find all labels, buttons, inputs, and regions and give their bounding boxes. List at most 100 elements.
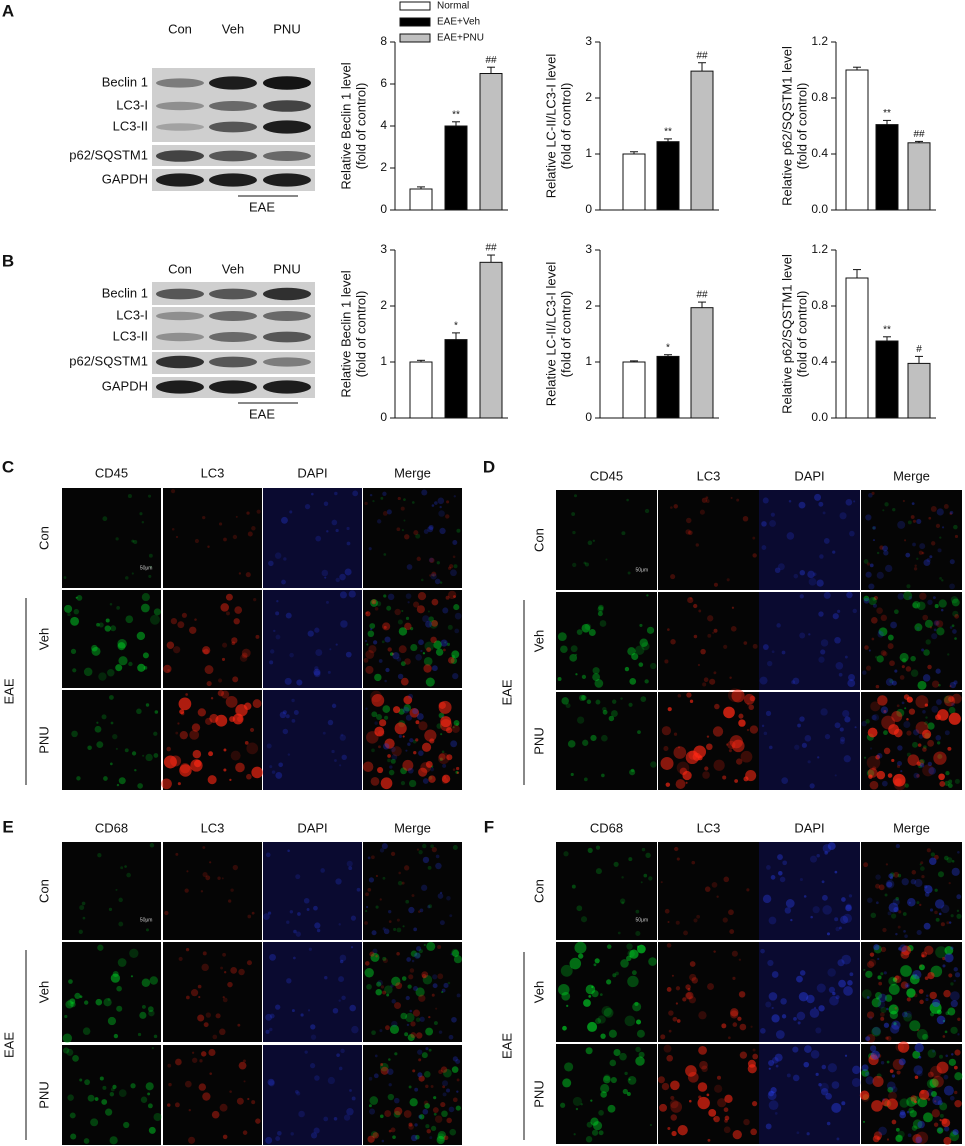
- signal: [924, 976, 929, 981]
- signal: [218, 522, 223, 526]
- signal: [907, 520, 912, 525]
- signal: [683, 930, 688, 936]
- signal: [335, 643, 338, 646]
- signal: [749, 725, 759, 734]
- signal: [423, 1100, 429, 1106]
- signal: [863, 595, 870, 602]
- signal: [906, 1110, 910, 1114]
- signal: [866, 1033, 876, 1043]
- signal: [97, 944, 104, 951]
- signal: [871, 714, 877, 721]
- signal: [375, 988, 382, 996]
- signal: [771, 650, 775, 654]
- signal: [713, 759, 725, 771]
- signal: [639, 623, 643, 628]
- signal: [849, 530, 855, 537]
- signal: [167, 1103, 171, 1107]
- signal: [576, 629, 583, 635]
- signal: [661, 726, 672, 736]
- signal: [903, 591, 913, 601]
- signal: [935, 917, 940, 922]
- signal: [82, 1027, 91, 1035]
- signal: [341, 754, 347, 761]
- signal: [325, 600, 329, 604]
- signal: [689, 973, 697, 981]
- signal: [669, 1099, 679, 1109]
- signal: [891, 1086, 898, 1093]
- signal: [283, 557, 287, 561]
- signal: [902, 912, 907, 916]
- signal: [335, 878, 342, 885]
- signal: [287, 849, 290, 853]
- signal: [904, 539, 907, 542]
- signal: [247, 1097, 250, 1101]
- signal: [412, 1009, 421, 1017]
- signal: [952, 610, 959, 617]
- signal: [716, 1075, 722, 1080]
- signal: [410, 1032, 417, 1038]
- signal: [223, 748, 227, 752]
- signal: [887, 643, 894, 650]
- signal: [266, 743, 272, 749]
- signal: [698, 609, 702, 613]
- signal: [912, 519, 917, 523]
- signal: [945, 1011, 950, 1016]
- signal: [610, 710, 618, 718]
- signal: [343, 1114, 351, 1121]
- signal: [834, 774, 837, 777]
- signal: [697, 1096, 710, 1110]
- signal: [371, 599, 377, 605]
- signal: [949, 510, 954, 515]
- signal: [369, 623, 376, 629]
- signal: [923, 884, 928, 889]
- signal: [799, 569, 806, 576]
- signal: [437, 944, 442, 950]
- signal: [691, 977, 698, 984]
- signal: [878, 884, 885, 891]
- signal: [295, 874, 301, 880]
- signal: [127, 494, 132, 499]
- signal: [940, 608, 944, 612]
- signal: [913, 567, 918, 571]
- signal: [792, 1074, 800, 1082]
- signal: [903, 930, 906, 933]
- signal: [752, 643, 758, 649]
- signal: [428, 1015, 431, 1019]
- signal: [422, 843, 427, 849]
- signal: [440, 639, 448, 647]
- signal: [387, 593, 395, 601]
- signal: [167, 668, 171, 672]
- signal: [864, 1071, 870, 1077]
- signal: [425, 1084, 429, 1089]
- signal: [170, 618, 178, 625]
- group-label: EAE: [1, 1032, 16, 1058]
- signal: [838, 926, 842, 930]
- micrograph: [62, 488, 161, 588]
- signal: [880, 650, 887, 656]
- signal: [75, 596, 78, 599]
- signal: [601, 734, 608, 742]
- signal: [898, 910, 902, 914]
- signal: [197, 984, 202, 989]
- signal: [641, 642, 650, 651]
- row-label: Con: [36, 879, 51, 903]
- signal: [382, 956, 387, 961]
- signal: [818, 1083, 822, 1087]
- signal: [199, 1059, 203, 1063]
- signal: [861, 989, 872, 999]
- signal: [865, 571, 872, 578]
- signal: [819, 1082, 829, 1092]
- signal: [845, 904, 852, 912]
- signal: [687, 596, 694, 604]
- signal: [866, 562, 871, 566]
- signal: [626, 943, 633, 950]
- signal: [415, 654, 422, 661]
- signal: [814, 493, 822, 501]
- signal: [314, 666, 319, 671]
- signal: [435, 1007, 438, 1010]
- signal: [384, 636, 391, 643]
- signal: [316, 928, 321, 933]
- signal: [592, 673, 601, 682]
- y-tick-label: 4: [380, 118, 387, 132]
- signal: [880, 1061, 885, 1065]
